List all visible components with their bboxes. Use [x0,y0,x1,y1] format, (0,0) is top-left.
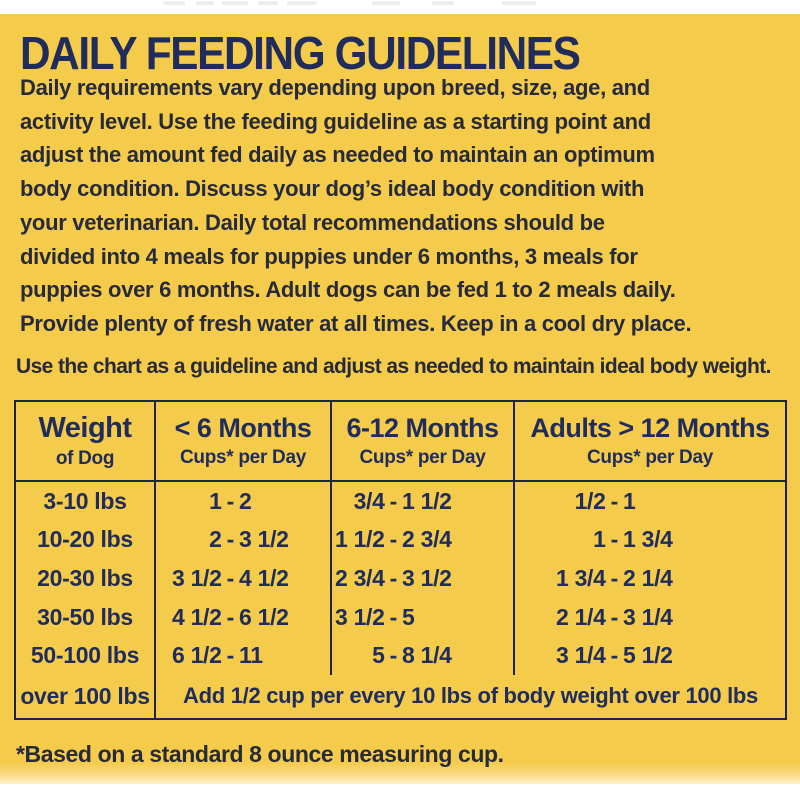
weight-range-over-100: over 100 lbs [20,682,150,709]
header-title: 6-12 Months [346,413,499,443]
weight-range: 10-20 lbs [37,526,133,553]
range-dash: - [389,526,398,553]
range-dash: - [610,603,619,630]
chart-usage-note: Use the chart as a guideline and adjust … [16,355,771,378]
weight-range: 50-100 lbs [30,642,140,669]
weight-range: 30-50 lbs [37,603,133,630]
cups-under-6-months: 6 1/2- 11 [154,636,330,675]
cups-adults: 1- 1 3/4 [513,520,785,560]
cups-6-12-months: 5- 8 1/4 [330,636,513,675]
feeding-guidelines-panel: DAILY FEEDING GUIDELINES Daily requireme… [0,14,800,784]
header-adults: Adults > 12 Months Cups* per Day [513,402,785,482]
range-dash: - [226,564,235,591]
cropped-text-remnants [0,1,800,6]
cups-6-12-months: 3 1/2- 5 [330,597,513,637]
range-dash: - [389,487,398,514]
header-6-12-months: 6-12 Months Cups* per Day [330,402,513,482]
cups-under-6-months: 3 1/2- 4 1/2 [154,559,330,598]
range-dash: - [389,642,398,669]
range-dash: - [610,526,619,553]
cups-adults: 3 1/4- 5 1/2 [513,636,785,675]
header-title: < 6 Months [174,413,312,443]
range-dash: - [389,564,398,591]
over-100-lbs-instruction: Add 1/2 cup per every 10 lbs of body wei… [154,674,785,718]
weight-range: 3-10 lbs [43,487,127,514]
header-subtitle: Cups* per Day [180,447,306,468]
cups-6-12-months: 3/4- 1 1/2 [330,482,513,521]
range-dash: - [226,487,235,514]
intro-paragraph: Daily requirements vary depending upon b… [20,75,692,336]
weight-range: 20-30 lbs [37,564,133,591]
header-title: Adults > 12 Months [530,413,770,443]
cups-adults: 1/2- 1 [513,482,785,521]
header-under-6-months: < 6 Months Cups* per Day [154,402,330,482]
feeding-table: Weight of Dog < 6 Months Cups* per Day 6… [14,400,787,720]
range-dash: - [226,603,235,630]
cups-under-6-months: 2- 3 1/2 [154,520,330,560]
cups-adults: 2 1/4- 3 1/4 [513,597,785,637]
measuring-cup-footnote: *Based on a standard 8 ounce measuring c… [16,741,504,767]
header-weight: Weight of Dog [16,402,154,482]
range-dash: - [610,487,619,514]
cups-under-6-months: 1- 2 [154,482,330,521]
cups-adults: 1 3/4- 2 1/4 [513,559,785,598]
range-dash: - [226,642,235,669]
range-dash: - [610,564,619,591]
cups-6-12-months: 2 3/4- 3 1/2 [330,559,513,598]
range-dash: - [610,642,619,669]
range-dash: - [389,603,398,630]
cups-under-6-months: 4 1/2- 6 1/2 [154,597,330,637]
page-title: DAILY FEEDING GUIDELINES [20,27,581,79]
header-subtitle: Cups* per Day [587,447,713,468]
header-subtitle: Cups* per Day [359,447,486,468]
header-title: Weight [38,412,132,444]
cups-6-12-months: 1 1/2- 2 3/4 [330,520,513,560]
range-dash: - [226,526,235,553]
header-subtitle: of Dog [55,448,115,469]
